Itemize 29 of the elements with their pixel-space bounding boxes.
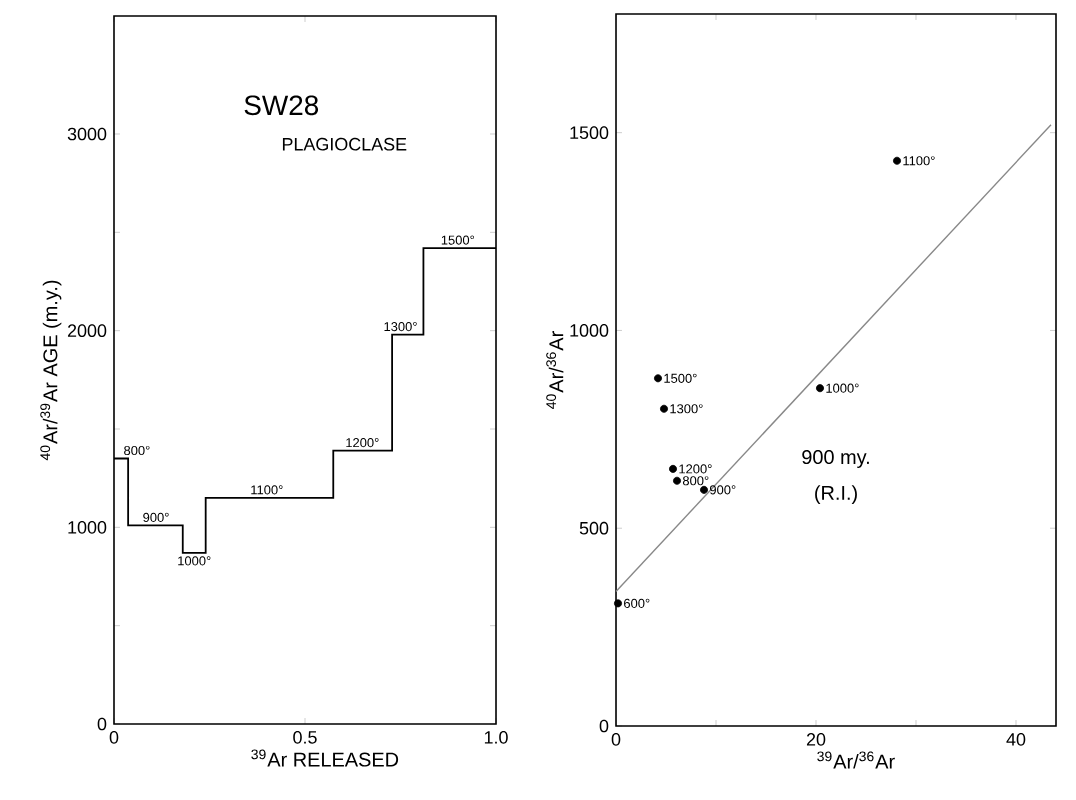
y-tick-label: 0 bbox=[599, 719, 609, 733]
y-tick-label: 0 bbox=[97, 717, 107, 731]
point bbox=[816, 384, 824, 393]
x-tick-label: 1.0 bbox=[484, 731, 508, 744]
y-axis-title: $^{40}$Ar/$^{36}$Ar bbox=[546, 331, 564, 409]
x-tick-label: 40 bbox=[1006, 733, 1026, 746]
point bbox=[660, 404, 668, 413]
y-tick-label: 1500 bbox=[570, 126, 609, 140]
x-tick-label: 0 bbox=[611, 733, 621, 746]
annotation: (R.I.) bbox=[815, 485, 857, 504]
x-tick-label: 20 bbox=[806, 733, 826, 746]
point bbox=[673, 476, 681, 485]
x-axis-title: $^{39}$Ar RELEASED bbox=[251, 749, 399, 767]
y-tick-label: 2000 bbox=[67, 324, 107, 338]
x-tick-label: 0.5 bbox=[293, 731, 317, 744]
y-tick-label: 1000 bbox=[570, 324, 609, 337]
x-tick-label: 0 bbox=[109, 731, 119, 744]
y-axis-title: $^{40}$Ar/$^{39}$Ar AGE (m.y.) bbox=[40, 280, 62, 461]
x-axis-title: $^{39}$Ar/$^{36}$Ar bbox=[817, 751, 895, 769]
point bbox=[893, 156, 901, 165]
text: PLAGIOCLASE bbox=[282, 137, 407, 151]
point bbox=[669, 464, 677, 473]
y-tick-label: 500 bbox=[579, 521, 609, 535]
y-tick-label: 3000 bbox=[67, 127, 107, 141]
text: SW28 bbox=[244, 95, 319, 116]
annotation: 900 my. bbox=[802, 449, 869, 469]
y-tick-label: 1000 bbox=[68, 520, 107, 534]
point bbox=[614, 599, 622, 608]
point bbox=[654, 374, 662, 383]
